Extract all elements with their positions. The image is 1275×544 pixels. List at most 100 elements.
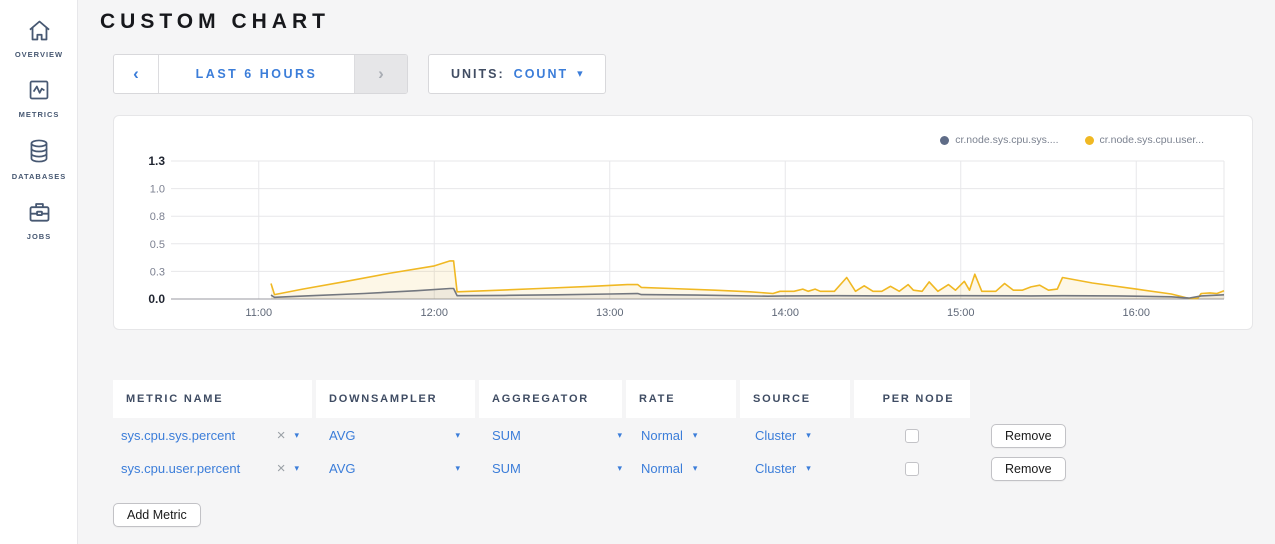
column-header-label: RATE <box>639 393 676 405</box>
sidebar-item-databases[interactable]: DATABASES <box>0 119 78 181</box>
units-label: UNITS: <box>451 67 505 81</box>
chevron-down-icon: ▾ <box>692 430 698 440</box>
x-axis-tick-label: 15:00 <box>947 307 975 319</box>
x-axis-tick-label: 11:00 <box>245 307 272 319</box>
main-content: CUSTOM CHART ‹ LAST 6 HOURS › UNITS: COU… <box>78 0 1275 544</box>
rate-select[interactable]: Normal ▾ <box>641 461 697 476</box>
y-axis-tick-label: 1.0 <box>150 184 165 196</box>
metric-name-value: sys.cpu.user.percent <box>121 461 241 476</box>
time-window-next-button[interactable]: › <box>354 55 407 93</box>
rate-value: Normal <box>641 428 683 443</box>
column-header-per-node: PER NODE <box>854 380 970 418</box>
downsampler-value: AVG <box>329 428 356 443</box>
series-line <box>270 260 1225 300</box>
sidebar-item-label: DATABASES <box>11 172 67 181</box>
metrics-table: METRIC NAME DOWNSAMPLER AGGREGATOR RATE SOUR… <box>113 380 1066 485</box>
database-icon <box>30 139 48 163</box>
rate-value: Normal <box>641 461 683 476</box>
x-axis-tick-label: 14:00 <box>771 307 799 319</box>
chevron-right-icon: › <box>378 64 384 83</box>
clear-icon[interactable]: × <box>276 460 286 477</box>
legend-label: cr.node.sys.cpu.user... <box>1099 134 1204 146</box>
y-axis-tick-label: 0.5 <box>150 239 165 251</box>
chevron-down-icon: ▾ <box>692 463 698 473</box>
sidebar: OVERVIEW METRICS DATABASES JOBS <box>0 0 78 544</box>
chart-panel: 0.0 0.3 0.5 0.8 1.0 1.3 11:00 12:00 13:00 14:00 15… <box>113 115 1253 330</box>
page-title: CUSTOM CHART <box>100 10 330 33</box>
column-header-rate: RATE <box>626 380 736 418</box>
series-area <box>271 260 1224 299</box>
source-value: Cluster <box>755 428 797 443</box>
units-value: COUNT <box>513 67 569 81</box>
legend-dot-icon <box>940 135 950 145</box>
metrics-icon <box>29 80 49 100</box>
metric-name-select[interactable]: sys.cpu.user.percent × ▾ <box>121 461 299 476</box>
sidebar-item-jobs[interactable]: JOBS <box>0 181 78 241</box>
units-dropdown[interactable]: UNITS: COUNT ▾ <box>428 54 606 94</box>
y-axis-tick-label: 0.0 <box>148 292 165 306</box>
y-axis-tick-label: 1.3 <box>148 154 165 168</box>
chevron-down-icon: ▾ <box>294 430 299 440</box>
aggregator-value: SUM <box>492 428 521 443</box>
series-line <box>270 287 1225 299</box>
chevron-down-icon: ▾ <box>617 430 622 440</box>
rate-select[interactable]: Normal ▾ <box>641 428 697 443</box>
source-value: Cluster <box>755 461 797 476</box>
metric-name-value: sys.cpu.sys.percent <box>121 428 236 443</box>
per-node-checkbox[interactable] <box>905 428 919 443</box>
briefcase-icon <box>29 203 49 222</box>
legend-item[interactable]: cr.node.sys.cpu.sys.... <box>940 134 1059 146</box>
custom-chart: 0.0 0.3 0.5 0.8 1.0 1.3 11:00 12:00 13:00 14:00 15… <box>148 154 1225 319</box>
y-axis-tick-label: 0.8 <box>150 211 165 223</box>
chart-legend: cr.node.sys.cpu.sys.... cr.node.sys.cpu.u… <box>940 134 1204 146</box>
downsampler-value: AVG <box>329 461 356 476</box>
column-header-source: SOURCE <box>740 380 850 418</box>
downsampler-select[interactable]: AVG ▾ <box>329 428 460 443</box>
clear-icon[interactable]: × <box>276 427 286 444</box>
downsampler-select[interactable]: AVG ▾ <box>329 461 460 476</box>
sidebar-item-label: JOBS <box>26 232 52 241</box>
sidebar-item-overview[interactable]: OVERVIEW <box>0 0 78 59</box>
sidebar-item-label: OVERVIEW <box>14 50 64 59</box>
legend-label: cr.node.sys.cpu.sys.... <box>955 134 1059 146</box>
chevron-down-icon: ▾ <box>806 430 811 440</box>
remove-button[interactable]: Remove <box>991 456 1066 481</box>
chevron-down-icon: ▾ <box>806 463 811 473</box>
column-header-label: SOURCE <box>753 393 811 405</box>
table-header-row: METRIC NAME DOWNSAMPLER AGGREGATOR RATE SOUR… <box>113 380 1066 418</box>
chevron-down-icon: ▾ <box>294 463 299 473</box>
chevron-down-icon: ▾ <box>577 67 583 80</box>
chevron-down-icon: ▾ <box>455 430 460 440</box>
time-window-prev-button[interactable]: ‹ <box>114 55 159 93</box>
column-header-label: METRIC NAME <box>126 393 224 405</box>
metric-name-select[interactable]: sys.cpu.sys.percent × ▾ <box>121 428 299 443</box>
time-window-selector: ‹ LAST 6 HOURS › <box>113 54 408 94</box>
column-header-metric-name: METRIC NAME <box>113 380 312 418</box>
table-row: sys.cpu.sys.percent × ▾ AVG ▾ SUM ▾ Norm… <box>113 419 1066 452</box>
home-icon <box>28 20 50 41</box>
remove-button[interactable]: Remove <box>991 423 1066 448</box>
aggregator-select[interactable]: SUM ▾ <box>492 461 622 476</box>
table-row: sys.cpu.user.percent × ▾ AVG ▾ SUM ▾ Nor… <box>113 452 1066 485</box>
y-axis-tick-label: 0.3 <box>150 266 165 278</box>
x-axis-tick-label: 16:00 <box>1122 307 1150 319</box>
column-header-aggregator: AGGREGATOR <box>479 380 622 418</box>
aggregator-select[interactable]: SUM ▾ <box>492 428 622 443</box>
chevron-down-icon: ▾ <box>455 463 460 473</box>
source-select[interactable]: Cluster ▾ <box>755 461 811 476</box>
per-node-checkbox[interactable] <box>905 461 919 476</box>
legend-item[interactable]: cr.node.sys.cpu.user... <box>1084 134 1204 146</box>
chevron-left-icon: ‹ <box>133 64 139 83</box>
add-metric-button[interactable]: Add Metric <box>113 503 201 527</box>
column-header-downsampler: DOWNSAMPLER <box>316 380 475 418</box>
aggregator-value: SUM <box>492 461 521 476</box>
chevron-down-icon: ▾ <box>617 463 622 473</box>
column-header-label: PER NODE <box>882 393 955 405</box>
sidebar-item-metrics[interactable]: METRICS <box>0 59 78 119</box>
time-window-dropdown[interactable]: LAST 6 HOURS <box>195 67 318 81</box>
x-axis-tick-label: 12:00 <box>420 307 448 319</box>
source-select[interactable]: Cluster ▾ <box>755 428 811 443</box>
x-axis-tick-label: 13:00 <box>596 307 624 319</box>
sidebar-item-label: METRICS <box>18 110 60 119</box>
column-header-label: DOWNSAMPLER <box>329 393 438 405</box>
